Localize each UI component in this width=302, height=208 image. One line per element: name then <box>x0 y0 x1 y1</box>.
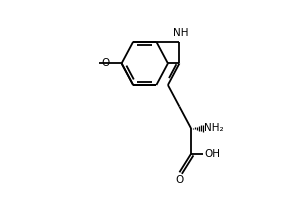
Text: NH₂: NH₂ <box>204 123 224 133</box>
Text: OH: OH <box>204 149 220 159</box>
Text: O: O <box>175 175 184 185</box>
Text: NH: NH <box>173 28 189 38</box>
Text: O: O <box>101 58 109 68</box>
